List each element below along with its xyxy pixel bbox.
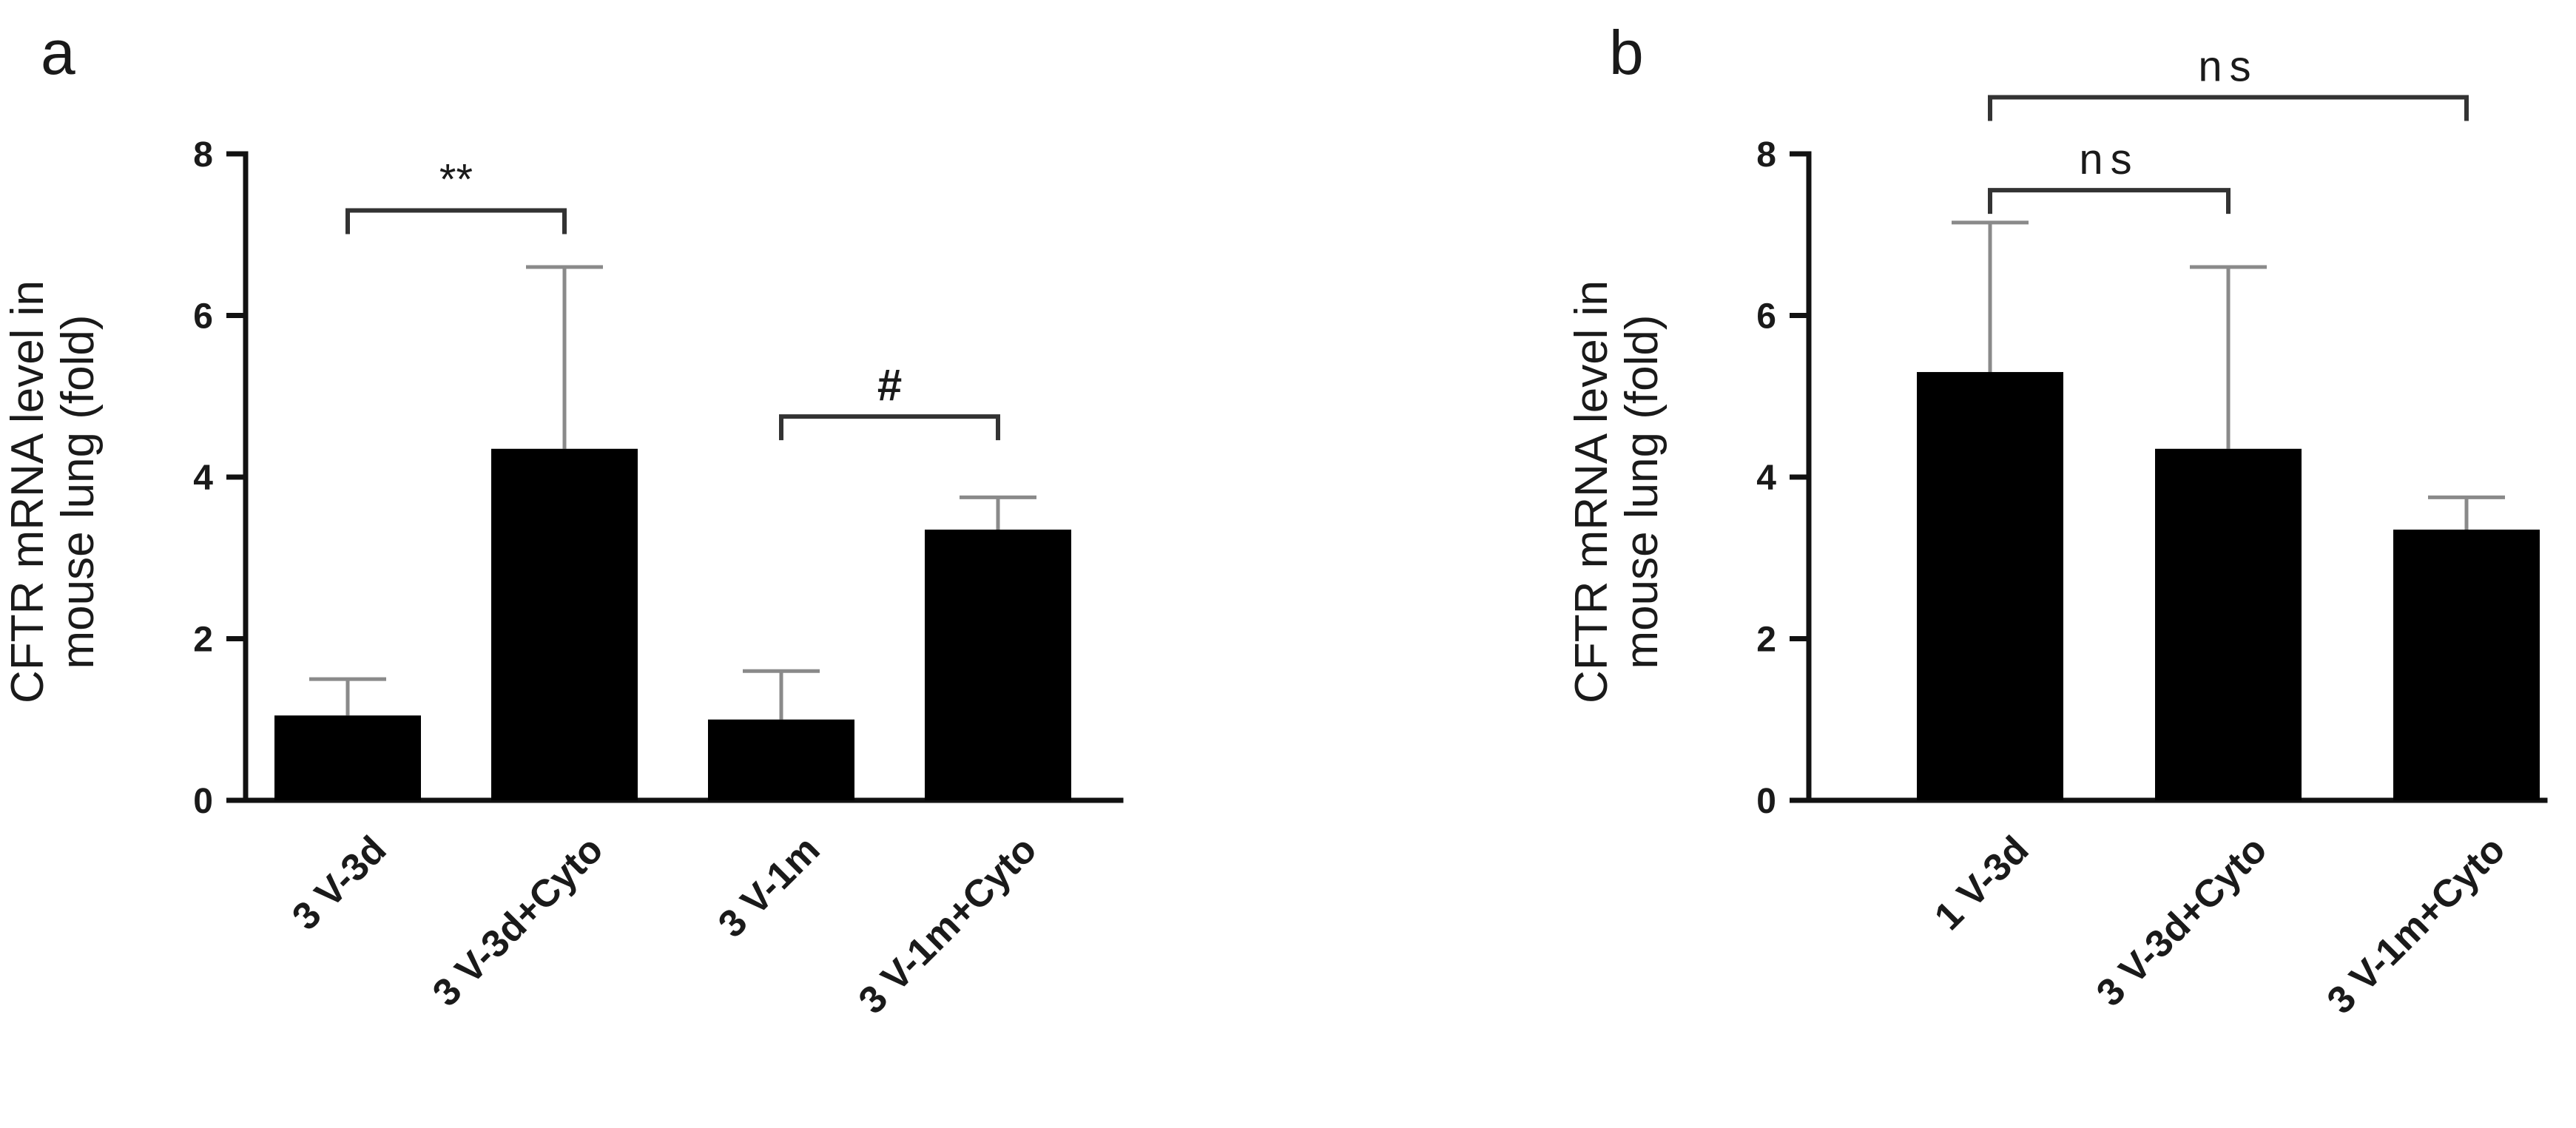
panel-a: a CFTR mRNA level inmouse lung (fold) 0 2 4 6… [2,18,1124,1022]
y-tick-label: 0 [1756,782,1776,821]
y-tick-label: 2 [1756,621,1776,660]
y-axis-label-line: mouse lung (fold) [53,314,104,669]
bar [274,715,421,800]
bar [708,719,854,800]
panel-letter: b [1609,18,1644,87]
y-tick-label: 0 [193,782,213,821]
y-tick-label: 8 [1756,135,1776,175]
significance-label: ns [2198,43,2258,91]
x-category-label: 3 V-1m+Cyto [851,828,1045,1022]
significance-bracket [345,208,567,234]
y-axis-label: CFTR mRNA level inmouse lung (fold) [2,280,104,703]
x-category-label: 3 V-3d [284,828,394,938]
significance-label: ** [439,155,473,203]
panel-b: b CFTR mRNA level inmouse lung (fold) 0 2 4 6… [1566,18,2548,1022]
x-category-label: 3 V-3d+Cyto [2088,828,2276,1015]
panel-letter: a [41,18,75,87]
x-category-label: 3 V-1m [710,828,829,946]
y-tick-label: 4 [1756,459,1776,498]
significance-label: # [877,360,902,410]
bar [2393,530,2540,800]
x-category-label: 1 V-3d [1926,828,2037,938]
y-tick-label: 4 [193,459,213,498]
y-tick-label: 8 [193,135,213,175]
significance-label: ns [2079,135,2139,183]
y-tick-label: 6 [193,297,213,337]
x-category-label: 3 V-1m+Cyto [2319,828,2514,1022]
y-tick-label: 6 [1756,297,1776,337]
bar [1917,371,2063,801]
y-axis-label: CFTR mRNA level inmouse lung (fold) [1566,280,1668,703]
y-axis-label-line: mouse lung (fold) [1616,314,1668,669]
significance-bracket [1988,95,2469,121]
y-axis-label-line: CFTR mRNA level in [2,280,53,703]
bar [491,448,638,800]
y-axis-label-line: CFTR mRNA level in [1566,280,1617,703]
significance-bracket [1988,188,2231,215]
y-tick-label: 2 [193,621,213,660]
significance-bracket [779,414,1000,441]
bar [2155,448,2302,800]
x-category-label: 3 V-3d+Cyto [425,828,612,1015]
bar [925,530,1071,800]
